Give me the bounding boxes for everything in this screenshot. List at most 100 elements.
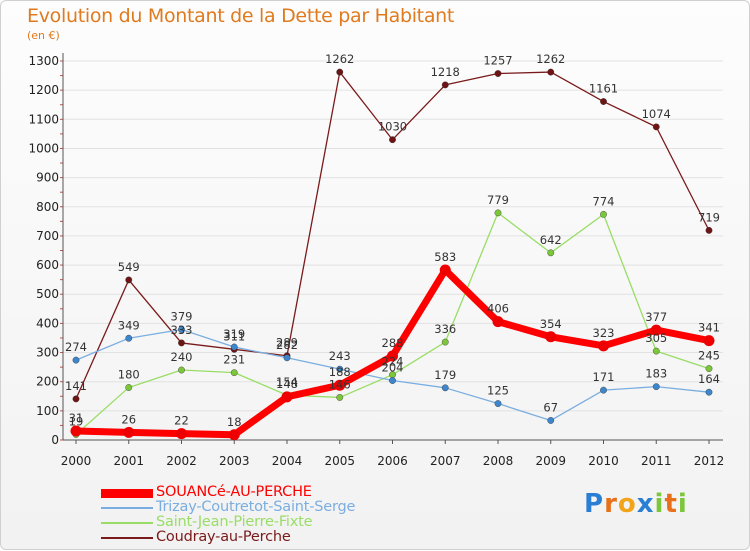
data-label: 323	[593, 326, 615, 340]
data-label: 1161	[589, 82, 618, 96]
data-point	[336, 68, 344, 76]
data-label: 148	[276, 377, 298, 391]
data-label: 549	[118, 260, 140, 274]
y-tick-label: 0	[51, 433, 59, 447]
data-label: 305	[645, 331, 667, 345]
data-point	[123, 426, 135, 438]
data-point	[600, 98, 607, 105]
data-label: 333	[171, 323, 193, 337]
data-point	[178, 366, 185, 374]
data-label: 18	[227, 415, 242, 429]
data-label: 171	[593, 370, 615, 384]
data-point	[441, 81, 449, 89]
data-label: 141	[65, 379, 87, 393]
data-label: 1030	[378, 120, 407, 134]
data-point	[72, 356, 80, 364]
data-label: 319	[223, 327, 245, 341]
proxiti-logo: Proxiti	[584, 489, 688, 519]
legend-swatch	[101, 537, 153, 539]
y-tick-label: 600	[36, 258, 59, 272]
data-point	[336, 365, 344, 373]
y-tick-label: 300	[36, 346, 59, 360]
data-label: 282	[276, 338, 298, 352]
y-tick-label: 1200	[28, 83, 59, 97]
y-tick-label: 800	[36, 200, 59, 214]
y-tick-label: 1000	[28, 141, 59, 155]
data-point	[650, 324, 662, 336]
data-label: 336	[434, 322, 456, 336]
data-point	[494, 209, 502, 217]
data-label: 779	[487, 193, 509, 207]
data-point	[703, 335, 715, 347]
data-label: 1262	[536, 52, 565, 66]
x-tick-label: 2005	[324, 454, 355, 468]
data-point	[705, 226, 713, 234]
data-point	[547, 68, 555, 76]
data-label: 583	[434, 250, 456, 264]
chart-subtitle: (en €)	[27, 29, 60, 42]
data-point	[705, 365, 713, 372]
data-label: 289	[276, 336, 298, 350]
data-label: 288	[382, 336, 404, 350]
data-point	[125, 276, 133, 284]
data-point	[652, 123, 660, 131]
x-tick-label: 2006	[377, 454, 408, 468]
data-point	[600, 386, 607, 394]
data-label: 146	[329, 377, 351, 391]
legend-label: Trizay-Coutretot-Saint-Serge	[156, 499, 356, 515]
y-tick-label: 1300	[28, 54, 59, 68]
data-label: 354	[540, 317, 562, 331]
data-point	[334, 379, 346, 391]
x-tick-label: 2011	[641, 454, 672, 468]
data-label: 67	[543, 400, 558, 414]
data-label: 406	[487, 302, 509, 316]
data-point	[439, 264, 451, 276]
legend-label: Saint-Jean-Pierre-Fixte	[156, 514, 313, 530]
x-tick-label: 2000	[61, 454, 92, 468]
data-point	[281, 391, 293, 403]
legend-label: SOUANCé-AU-PERCHE	[156, 484, 312, 500]
data-point	[387, 350, 398, 362]
data-label: 31	[69, 411, 84, 425]
data-label: 349	[118, 318, 140, 332]
logo-letter: i	[654, 489, 665, 519]
data-label: 377	[645, 310, 667, 324]
data-label: 1218	[431, 65, 460, 79]
data-point	[652, 347, 660, 355]
data-label: 26	[121, 412, 136, 426]
y-tick-label: 700	[36, 229, 59, 243]
logo-letter: r	[604, 489, 618, 519]
x-tick-label: 2008	[483, 454, 514, 468]
legend-label: Coudray-au-Perche	[156, 529, 291, 545]
logo-letter: t	[664, 489, 678, 519]
logo-letter: P	[584, 489, 605, 519]
data-label: 19	[69, 414, 84, 428]
y-tick-label: 100	[36, 404, 59, 418]
data-label: 311	[223, 329, 245, 343]
data-label: 240	[171, 350, 193, 364]
data-point	[228, 429, 240, 441]
y-tick-label: 200	[36, 375, 59, 389]
data-point	[545, 331, 557, 343]
data-point	[494, 70, 502, 77]
data-point	[178, 339, 185, 347]
data-label: 179	[434, 368, 456, 382]
data-point	[705, 388, 713, 396]
data-label: 1262	[325, 52, 354, 66]
data-label: 774	[593, 194, 615, 208]
y-tick-label: 1100	[28, 112, 59, 126]
data-label: 125	[487, 384, 509, 398]
logo-letter: o	[617, 489, 637, 519]
x-tick-label: 2001	[113, 454, 144, 468]
data-label: 719	[698, 210, 720, 224]
data-point	[389, 136, 396, 144]
legend-swatch	[101, 489, 153, 498]
data-point	[230, 343, 238, 351]
data-point	[70, 425, 82, 437]
data-point	[389, 377, 396, 384]
y-tick-label: 900	[36, 171, 59, 185]
data-point	[336, 394, 344, 401]
data-label: 1074	[642, 107, 671, 121]
